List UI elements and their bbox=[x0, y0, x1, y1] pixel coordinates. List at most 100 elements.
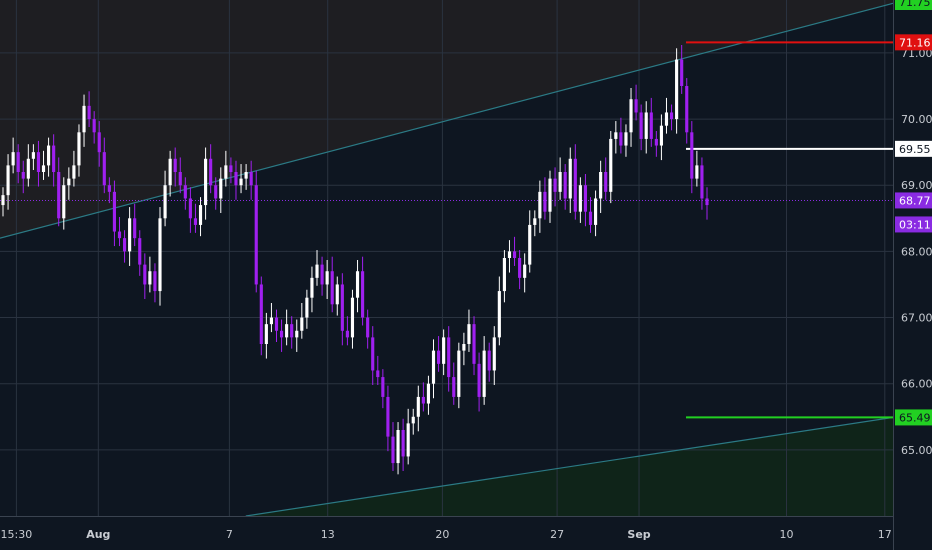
top-price-badge-bg bbox=[895, 0, 932, 10]
candle-body-48 bbox=[244, 172, 248, 179]
x-tick-label-7: 10 bbox=[779, 528, 793, 541]
countdown-badge-text: 03:11:1 bbox=[899, 218, 932, 231]
candle-body-99 bbox=[502, 258, 506, 292]
candle-body-25 bbox=[128, 218, 132, 252]
candle-body-73 bbox=[371, 337, 375, 371]
candle-body-139 bbox=[705, 198, 709, 206]
pivot-badge-text: 69.55 bbox=[899, 143, 931, 156]
candle-body-132 bbox=[669, 112, 674, 120]
candle-body-15 bbox=[77, 132, 81, 166]
candle-body-26 bbox=[133, 218, 137, 239]
candle-body-23 bbox=[117, 231, 122, 239]
candle-body-0 bbox=[1, 195, 5, 206]
candle-body-72 bbox=[366, 317, 370, 338]
candle-body-75 bbox=[381, 377, 385, 397]
candle-body-116 bbox=[588, 211, 593, 225]
candle-body-24 bbox=[122, 238, 127, 252]
candle-body-37 bbox=[188, 198, 192, 219]
candle-body-27 bbox=[138, 238, 142, 265]
candles bbox=[1, 44, 709, 475]
y-tick-label-5: 70.00 bbox=[901, 113, 932, 126]
candle-body-79 bbox=[401, 430, 405, 457]
candle-body-114 bbox=[578, 185, 582, 212]
candle-body-133 bbox=[675, 59, 679, 120]
candle-body-135 bbox=[685, 86, 689, 133]
candle-body-13 bbox=[67, 178, 71, 186]
candle-body-57 bbox=[290, 324, 294, 338]
x-tick-label-5: 27 bbox=[550, 528, 564, 541]
candle-body-51 bbox=[259, 284, 263, 344]
y-tick-label-3: 68.00 bbox=[901, 245, 932, 258]
candle-body-12 bbox=[62, 185, 66, 219]
candle-body-33 bbox=[168, 158, 172, 186]
candle-body-54 bbox=[274, 317, 279, 331]
candle-body-88 bbox=[447, 337, 451, 378]
candle-body-74 bbox=[376, 370, 380, 378]
candle-body-97 bbox=[492, 337, 496, 371]
candle-body-2 bbox=[11, 152, 15, 166]
candle-body-93 bbox=[472, 324, 476, 364]
candle-body-20 bbox=[102, 152, 106, 186]
last-price-badge-bg bbox=[895, 192, 932, 209]
candle-body-46 bbox=[234, 172, 238, 186]
candle-body-89 bbox=[452, 377, 456, 397]
candle-body-127 bbox=[644, 112, 648, 139]
candle-body-9 bbox=[47, 145, 51, 166]
candle-body-80 bbox=[406, 423, 410, 457]
candle-body-32 bbox=[163, 185, 167, 219]
candle-body-71 bbox=[361, 271, 365, 318]
candle-body-122 bbox=[619, 132, 623, 146]
candle-body-58 bbox=[295, 330, 299, 338]
candle-body-92 bbox=[467, 324, 471, 344]
y-tick-label-0: 65.00 bbox=[901, 444, 932, 457]
candle-body-30 bbox=[153, 271, 157, 292]
x-tick-label-3: 13 bbox=[321, 528, 335, 541]
candle-body-111 bbox=[563, 172, 567, 199]
candle-body-108 bbox=[548, 178, 552, 212]
candle-body-102 bbox=[518, 258, 522, 278]
candle-body-113 bbox=[573, 158, 577, 212]
candle-body-47 bbox=[239, 178, 243, 186]
x-tick-label-6: Sep bbox=[627, 528, 650, 541]
candle-body-104 bbox=[528, 224, 532, 265]
candle-body-81 bbox=[411, 416, 415, 424]
candle-body-138 bbox=[700, 165, 704, 199]
candle-body-77 bbox=[391, 436, 395, 464]
x-tick-label-2: 7 bbox=[226, 528, 233, 541]
candle-body-44 bbox=[224, 165, 228, 179]
candle-body-14 bbox=[72, 165, 76, 179]
candle-body-96 bbox=[487, 350, 491, 371]
candle-body-64 bbox=[325, 271, 329, 285]
candle-body-125 bbox=[634, 99, 638, 113]
candle-body-129 bbox=[654, 138, 658, 146]
candle-body-91 bbox=[462, 344, 466, 351]
candle-body-42 bbox=[214, 185, 218, 199]
x-tick-label-4: 20 bbox=[435, 528, 449, 541]
top-price-badge-text: 71.75 bbox=[899, 0, 931, 9]
candle-body-78 bbox=[396, 430, 400, 464]
candle-body-90 bbox=[457, 350, 461, 397]
y-tick-label-4: 69.00 bbox=[901, 179, 932, 192]
candle-body-107 bbox=[543, 191, 547, 212]
candle-body-95 bbox=[482, 350, 486, 397]
candle-body-134 bbox=[680, 59, 684, 86]
candle-body-84 bbox=[426, 383, 431, 404]
candle-body-28 bbox=[143, 264, 147, 285]
candle-body-101 bbox=[512, 251, 517, 258]
support-badge-bg bbox=[895, 409, 932, 426]
pivot-badge-bg bbox=[895, 140, 932, 157]
candle-body-66 bbox=[335, 284, 339, 305]
support-badge-text: 65.49 bbox=[899, 411, 931, 424]
candle-body-83 bbox=[421, 396, 425, 404]
candle-body-121 bbox=[614, 132, 618, 139]
candle-body-124 bbox=[629, 99, 633, 133]
candle-body-52 bbox=[264, 324, 268, 344]
candle-body-11 bbox=[57, 172, 61, 219]
candle-body-82 bbox=[416, 396, 420, 417]
candle-body-65 bbox=[330, 271, 334, 305]
candle-body-131 bbox=[664, 112, 669, 126]
candle-body-55 bbox=[279, 330, 284, 338]
candle-body-17 bbox=[87, 105, 91, 120]
candle-body-103 bbox=[523, 264, 527, 278]
candle-body-19 bbox=[97, 132, 101, 153]
